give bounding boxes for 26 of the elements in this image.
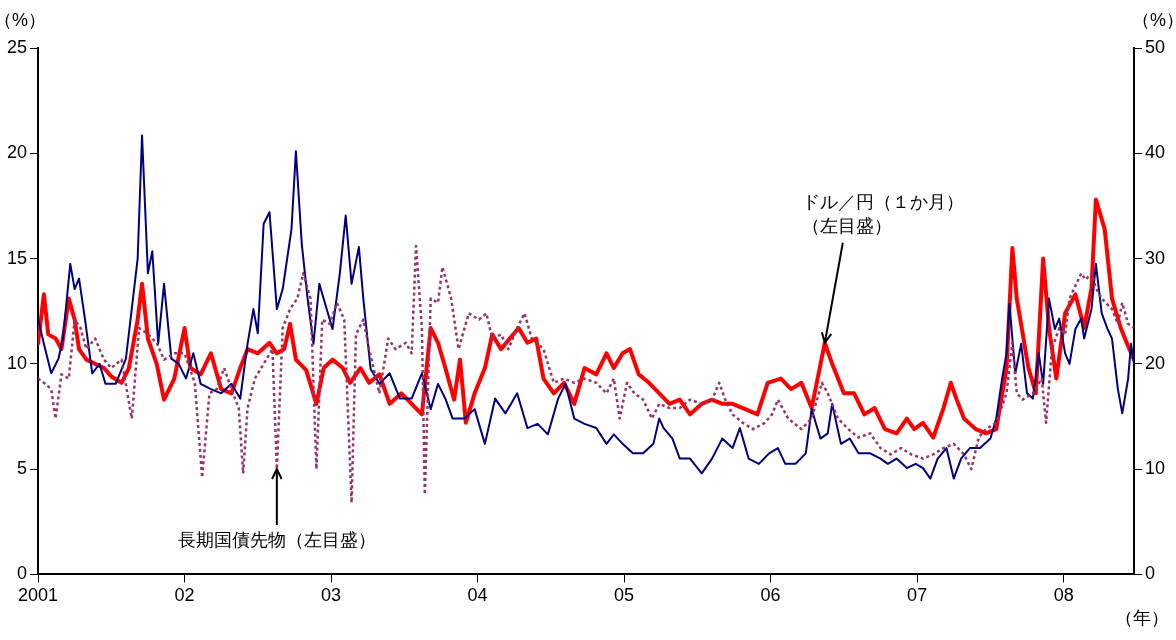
x-axis-title: （年） xyxy=(1114,608,1169,629)
x-tick-label: 05 xyxy=(614,585,635,606)
x-tick-label: 04 xyxy=(467,585,488,606)
y-tick-label: 10 xyxy=(6,352,28,373)
y2-tick-label: 30 xyxy=(1144,247,1166,268)
y-tick-label: 5 xyxy=(17,458,28,479)
y2-tick-label: 50 xyxy=(1144,36,1166,57)
y-tick-label: 15 xyxy=(6,247,28,268)
y-tick-label: 20 xyxy=(6,142,28,163)
annotation: 長期国債先物（左目盛） xyxy=(177,530,376,551)
y2-tick-label: 20 xyxy=(1144,352,1166,373)
x-tick-label: 2001 xyxy=(18,585,59,606)
x-tick-label: 08 xyxy=(1053,585,1074,606)
x-tick-label: 07 xyxy=(907,585,928,606)
y2-tick-label: 10 xyxy=(1144,458,1166,479)
annotation: ドル／円（１か月）（左目盛） xyxy=(801,191,964,236)
y2-tick-label: 40 xyxy=(1144,142,1166,163)
x-tick-label: 02 xyxy=(174,585,195,606)
y2-axis-title: （%） xyxy=(1131,9,1176,30)
y-axis-title: （%） xyxy=(0,9,47,30)
line-series xyxy=(38,244,1134,505)
x-tick-label: 03 xyxy=(321,585,342,606)
y2-tick-label: 0 xyxy=(1144,563,1155,584)
y-tick-label: 25 xyxy=(6,36,28,57)
x-tick-label: 06 xyxy=(760,585,781,606)
y-tick-label: 0 xyxy=(17,563,28,584)
